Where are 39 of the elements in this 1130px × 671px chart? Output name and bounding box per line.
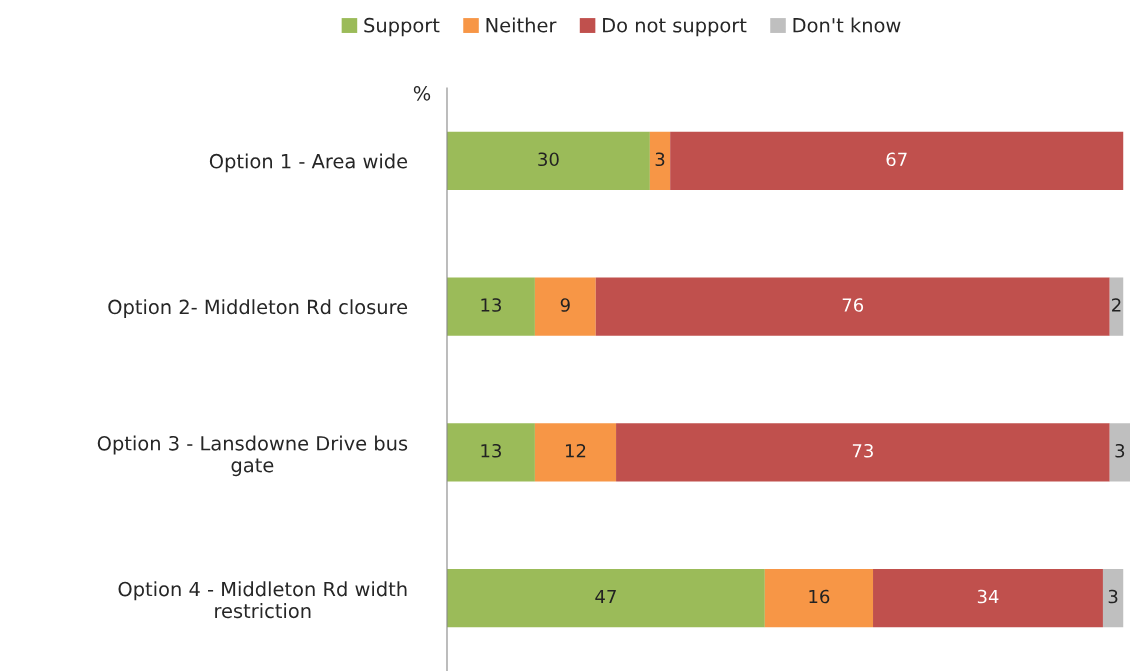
- bar: [670, 131, 1124, 191]
- bar: [447, 131, 650, 191]
- data-label: 12: [565, 443, 586, 458]
- data-label: 13: [481, 443, 501, 458]
- legend-label: Neither: [486, 17, 557, 33]
- data-label: 3: [655, 152, 665, 167]
- bar: [1109, 277, 1124, 336]
- bar: [447, 277, 535, 336]
- data-label: 73: [852, 443, 873, 458]
- data-label: 67: [886, 152, 907, 167]
- bar: [873, 568, 1103, 628]
- y-tick-label: Option 1 - Area wide: [209, 153, 408, 173]
- legend-label: Don't know: [793, 17, 901, 33]
- bar: [534, 277, 596, 336]
- bar: [649, 131, 671, 191]
- bar: [447, 568, 765, 628]
- bar: [595, 277, 1110, 336]
- bar: [764, 568, 874, 628]
- y-tick-label: Option 3 - Lansdowne Drive bus gate: [97, 435, 408, 477]
- legend-label: Support: [364, 17, 440, 37]
- bar: [447, 423, 535, 482]
- data-label: 3: [1108, 589, 1118, 604]
- x-axis-title: %: [413, 85, 431, 101]
- bar: [534, 423, 617, 482]
- data-label: 9: [560, 298, 570, 312]
- y-tick-label: Option 4 - Middleton Rd width restriction: [118, 581, 407, 619]
- data-label: 3: [1115, 443, 1125, 458]
- data-label: 76: [842, 298, 864, 312]
- data-label: 34: [977, 589, 999, 604]
- data-label: 47: [595, 589, 616, 604]
- bar: [1102, 568, 1124, 628]
- data-label: 13: [481, 298, 501, 312]
- data-label: 2: [1112, 298, 1121, 312]
- bar: [616, 423, 1110, 482]
- y-tick-label: Option 2- Middleton Rd closure: [108, 299, 408, 319]
- data-label: 16: [809, 589, 830, 604]
- legend-label: Do not support: [603, 18, 747, 37]
- data-label: 30: [538, 152, 559, 167]
- bar: [1109, 423, 1130, 482]
